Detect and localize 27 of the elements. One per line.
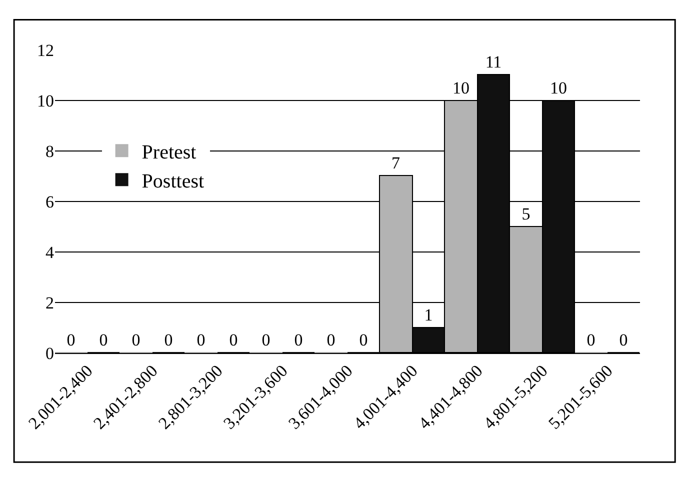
y-tick-label: 6 bbox=[46, 192, 54, 212]
data-label: 0 bbox=[66, 330, 76, 350]
data-label: 7 bbox=[392, 154, 400, 172]
legend-label: Pretest bbox=[142, 141, 197, 164]
data-label: 0 bbox=[164, 330, 173, 350]
data-label: 0 bbox=[132, 330, 140, 350]
data-label: 0 bbox=[229, 330, 238, 350]
data-label: 0 bbox=[326, 330, 336, 350]
data-label: 0 bbox=[262, 330, 270, 350]
y-tick-label: 0 bbox=[46, 344, 54, 363]
legend-label: Posttest bbox=[142, 170, 204, 192]
data-label: 0 bbox=[586, 330, 596, 350]
y-tick-label: 10 bbox=[37, 91, 54, 110]
data-label: 1 bbox=[424, 306, 433, 324]
y-tick-label: 2 bbox=[46, 293, 54, 312]
data-label: 0 bbox=[99, 330, 108, 350]
data-label: 0 bbox=[196, 330, 206, 350]
data-label: 11 bbox=[485, 52, 502, 72]
data-label: 10 bbox=[452, 78, 470, 98]
data-label: 0 bbox=[619, 330, 628, 350]
data-label: 5 bbox=[522, 204, 530, 224]
y-tick-label: 8 bbox=[46, 142, 54, 161]
data-label: 0 bbox=[359, 330, 368, 350]
data-label: 10 bbox=[550, 78, 567, 98]
data-label: 0 bbox=[294, 330, 303, 350]
y-tick-label: 4 bbox=[46, 242, 54, 262]
y-tick-label: 12 bbox=[37, 40, 54, 60]
